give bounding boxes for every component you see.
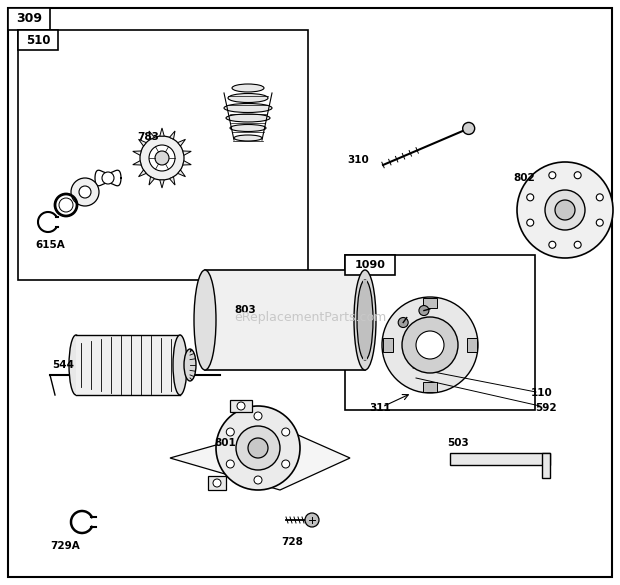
- Text: 803: 803: [234, 305, 256, 315]
- Bar: [450, 453, 550, 465]
- Ellipse shape: [226, 114, 270, 122]
- Ellipse shape: [232, 84, 264, 92]
- Circle shape: [213, 479, 221, 487]
- Circle shape: [398, 318, 408, 328]
- Polygon shape: [138, 139, 146, 146]
- Ellipse shape: [194, 270, 216, 370]
- Text: 503: 503: [447, 438, 469, 448]
- Circle shape: [226, 460, 234, 468]
- Bar: [423, 298, 437, 308]
- Text: 802: 802: [513, 173, 535, 183]
- Circle shape: [555, 200, 575, 220]
- Circle shape: [596, 219, 603, 226]
- Circle shape: [254, 476, 262, 484]
- Circle shape: [416, 331, 444, 359]
- Text: 592: 592: [535, 403, 557, 413]
- Text: 729A: 729A: [50, 541, 80, 551]
- Circle shape: [237, 402, 245, 410]
- Polygon shape: [183, 151, 191, 155]
- Polygon shape: [178, 170, 185, 177]
- Circle shape: [59, 198, 73, 212]
- Circle shape: [549, 172, 556, 179]
- Bar: [18, 30, 58, 50]
- Bar: [208, 476, 226, 490]
- Circle shape: [155, 151, 169, 165]
- Circle shape: [254, 412, 262, 420]
- Ellipse shape: [234, 135, 262, 141]
- Text: 1090: 1090: [355, 260, 386, 270]
- Polygon shape: [178, 139, 185, 146]
- Bar: [363, 280, 367, 360]
- Circle shape: [596, 194, 603, 201]
- Polygon shape: [149, 177, 154, 185]
- Text: 615A: 615A: [35, 240, 65, 250]
- Text: 510: 510: [26, 33, 50, 46]
- Text: eReplacementParts.com: eReplacementParts.com: [234, 311, 386, 325]
- Bar: [345, 255, 395, 275]
- Polygon shape: [160, 180, 164, 188]
- Bar: [542, 453, 550, 478]
- Circle shape: [549, 241, 556, 248]
- Bar: [467, 338, 477, 352]
- Circle shape: [382, 297, 478, 393]
- Circle shape: [517, 162, 613, 258]
- Circle shape: [216, 406, 300, 490]
- Circle shape: [527, 194, 534, 201]
- Circle shape: [574, 172, 581, 179]
- Text: 728: 728: [281, 537, 303, 547]
- Text: 783: 783: [137, 132, 159, 142]
- Ellipse shape: [69, 335, 83, 395]
- Circle shape: [140, 136, 184, 180]
- Circle shape: [79, 186, 91, 198]
- Bar: [230, 400, 252, 412]
- Polygon shape: [149, 131, 154, 139]
- Text: 309: 309: [16, 12, 42, 26]
- Bar: [8, 8, 50, 30]
- Circle shape: [102, 172, 114, 184]
- Ellipse shape: [228, 94, 268, 102]
- Polygon shape: [170, 427, 350, 490]
- Circle shape: [402, 317, 458, 373]
- Text: 544: 544: [52, 360, 74, 370]
- Polygon shape: [133, 161, 141, 165]
- Circle shape: [419, 305, 429, 315]
- Circle shape: [545, 190, 585, 230]
- Bar: [18, 30, 308, 280]
- Circle shape: [226, 428, 234, 436]
- Polygon shape: [169, 131, 175, 139]
- Polygon shape: [183, 161, 191, 165]
- Polygon shape: [169, 177, 175, 185]
- Ellipse shape: [230, 125, 266, 132]
- Circle shape: [248, 438, 268, 458]
- Polygon shape: [133, 151, 141, 155]
- Text: 801: 801: [214, 438, 236, 448]
- Circle shape: [281, 460, 290, 468]
- Ellipse shape: [354, 270, 376, 370]
- Ellipse shape: [173, 335, 187, 395]
- Circle shape: [305, 513, 319, 527]
- Ellipse shape: [184, 349, 196, 381]
- Circle shape: [281, 428, 290, 436]
- Polygon shape: [160, 128, 164, 136]
- Polygon shape: [138, 170, 146, 177]
- Circle shape: [574, 241, 581, 248]
- Ellipse shape: [224, 104, 272, 112]
- Bar: [205, 270, 365, 370]
- Text: 110: 110: [531, 388, 553, 398]
- Circle shape: [527, 219, 534, 226]
- Bar: [423, 382, 437, 392]
- Text: 310: 310: [347, 155, 369, 165]
- Circle shape: [149, 145, 175, 171]
- Text: 311: 311: [369, 403, 391, 413]
- Circle shape: [71, 178, 99, 206]
- Circle shape: [463, 122, 475, 135]
- Circle shape: [236, 426, 280, 470]
- Bar: [345, 255, 535, 410]
- Bar: [383, 338, 393, 352]
- Bar: [76, 335, 181, 395]
- Ellipse shape: [357, 280, 373, 360]
